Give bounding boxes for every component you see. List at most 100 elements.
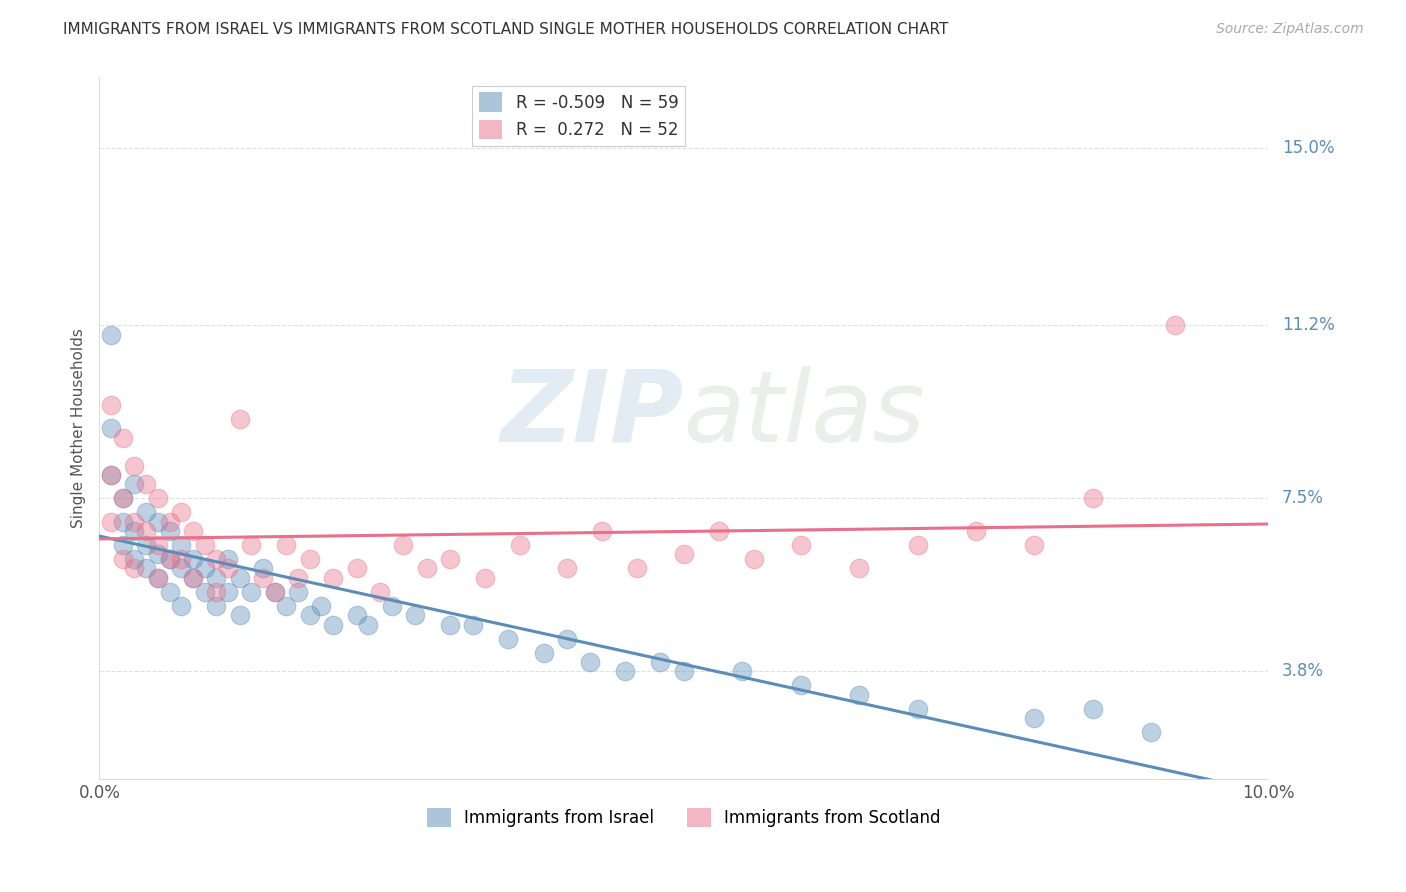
Point [124, 524, 146, 538]
Point [135, 477, 157, 491]
Point [228, 571, 250, 585]
Point [159, 515, 181, 529]
Point [1163, 318, 1185, 333]
Point [298, 608, 321, 623]
Point [194, 538, 217, 552]
Point [346, 561, 368, 575]
Point [415, 561, 437, 575]
Point [146, 571, 169, 585]
Point [217, 561, 239, 575]
Text: ZIP: ZIP [501, 366, 683, 463]
Point [672, 548, 695, 562]
Point [205, 585, 228, 599]
Point [181, 552, 204, 566]
Point [124, 458, 146, 473]
Point [159, 524, 181, 538]
Point [194, 561, 217, 575]
Text: Source: ZipAtlas.com: Source: ZipAtlas.com [1216, 22, 1364, 37]
Point [965, 524, 987, 538]
Text: 3.8%: 3.8% [1282, 663, 1324, 681]
Point [789, 538, 811, 552]
Point [555, 632, 578, 646]
Point [124, 561, 146, 575]
Point [509, 538, 531, 552]
Point [626, 561, 648, 575]
Point [848, 561, 870, 575]
Point [159, 585, 181, 599]
Point [124, 477, 146, 491]
Legend: Immigrants from Israel, Immigrants from Scotland: Immigrants from Israel, Immigrants from … [420, 801, 948, 834]
Point [181, 524, 204, 538]
Point [392, 538, 415, 552]
Point [498, 632, 520, 646]
Point [731, 665, 754, 679]
Point [742, 552, 765, 566]
Point [100, 421, 122, 435]
Point [240, 538, 263, 552]
Point [707, 524, 730, 538]
Point [346, 608, 368, 623]
Point [100, 467, 122, 482]
Point [298, 552, 321, 566]
Point [439, 617, 461, 632]
Point [311, 599, 333, 613]
Point [111, 552, 134, 566]
Point [591, 524, 613, 538]
Point [322, 617, 344, 632]
Point [170, 552, 193, 566]
Point [181, 571, 204, 585]
Point [381, 599, 404, 613]
Point [170, 505, 193, 519]
Point [1140, 725, 1163, 739]
Point [146, 538, 169, 552]
Point [205, 571, 228, 585]
Point [135, 538, 157, 552]
Point [263, 585, 285, 599]
Point [404, 608, 426, 623]
Point [357, 617, 380, 632]
Point [100, 398, 122, 412]
Point [135, 524, 157, 538]
Point [789, 678, 811, 692]
Point [111, 538, 134, 552]
Point [287, 585, 309, 599]
Point [228, 608, 250, 623]
Point [146, 515, 169, 529]
Point [322, 571, 344, 585]
Point [463, 617, 485, 632]
Point [146, 491, 169, 506]
Point [287, 571, 309, 585]
Text: IMMIGRANTS FROM ISRAEL VS IMMIGRANTS FROM SCOTLAND SINGLE MOTHER HOUSEHOLDS CORR: IMMIGRANTS FROM ISRAEL VS IMMIGRANTS FRO… [63, 22, 949, 37]
Point [252, 561, 274, 575]
Point [672, 665, 695, 679]
Point [276, 599, 298, 613]
Point [111, 491, 134, 506]
Point [555, 561, 578, 575]
Point [1024, 538, 1046, 552]
Point [1081, 491, 1104, 506]
Point [159, 552, 181, 566]
Point [146, 548, 169, 562]
Point [614, 665, 637, 679]
Point [194, 585, 217, 599]
Point [1081, 702, 1104, 716]
Point [205, 552, 228, 566]
Point [111, 515, 134, 529]
Point [368, 585, 391, 599]
Point [111, 431, 134, 445]
Point [100, 327, 122, 342]
Point [217, 552, 239, 566]
Point [205, 599, 228, 613]
Point [263, 585, 285, 599]
Point [170, 538, 193, 552]
Point [579, 655, 602, 669]
Point [276, 538, 298, 552]
Point [111, 491, 134, 506]
Point [907, 538, 929, 552]
Point [474, 571, 496, 585]
Point [1024, 711, 1046, 725]
Point [848, 688, 870, 702]
Text: 11.2%: 11.2% [1282, 317, 1334, 334]
Point [439, 552, 461, 566]
Point [135, 561, 157, 575]
